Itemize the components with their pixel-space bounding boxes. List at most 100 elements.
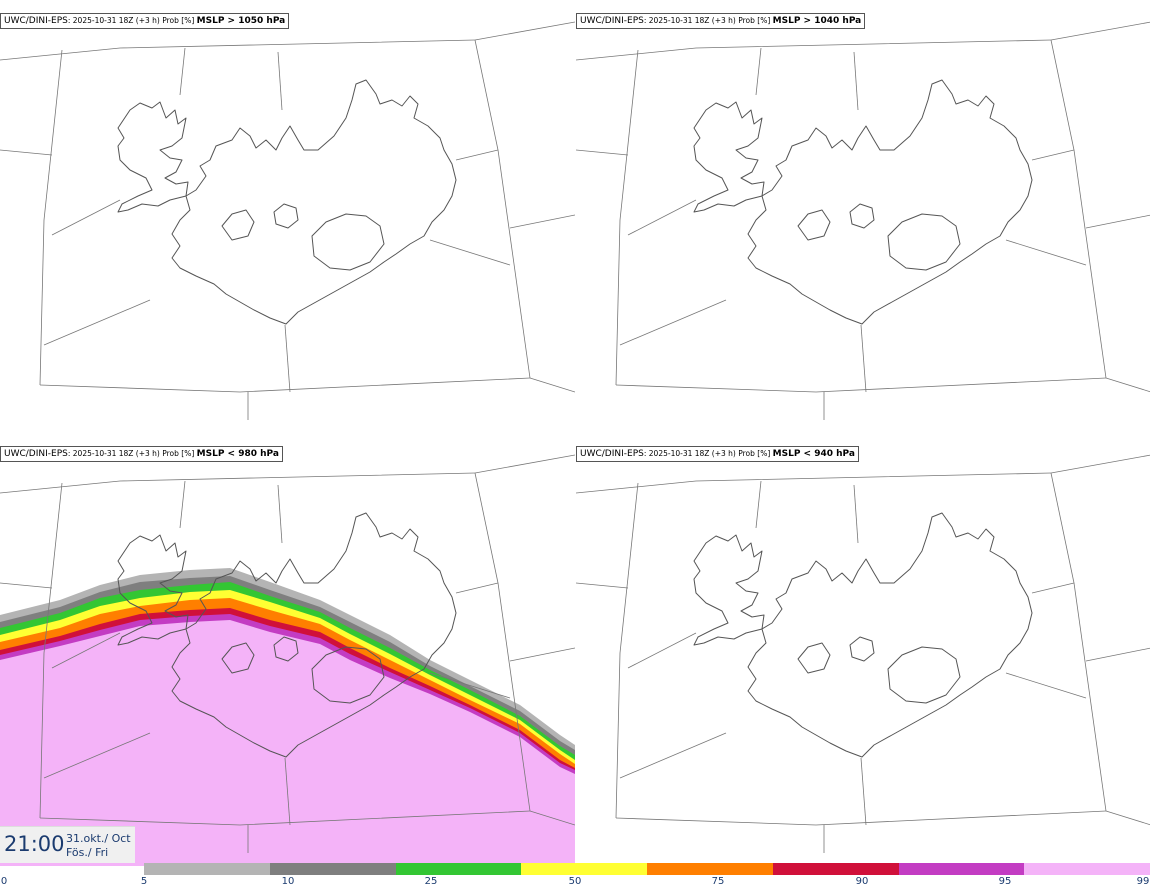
colorbar-tick-label: 25 — [424, 876, 438, 887]
graticule-line — [853, 51, 859, 111]
graticule-line — [0, 39, 476, 61]
panel-title: UWC/DINI-EPS: 2025-10-31 18Z (+3 h) Prob… — [576, 446, 859, 462]
graticule-line — [429, 239, 511, 266]
colorbar-segment — [269, 863, 396, 875]
graticule-line — [455, 582, 499, 594]
graticule-line — [576, 582, 629, 589]
graticule-line — [0, 582, 53, 589]
graticule-line — [39, 49, 63, 386]
graticule-line — [529, 810, 575, 826]
graticule-line — [43, 732, 151, 779]
graticule-line — [39, 482, 63, 819]
graticule-line — [576, 472, 1052, 494]
graticule-line — [860, 324, 867, 393]
graticule-line — [1050, 454, 1150, 474]
graticule-line — [0, 149, 53, 156]
graticule-line — [619, 299, 727, 346]
graticule-line — [853, 484, 859, 544]
glacier-outline — [797, 642, 831, 674]
glacier-outline — [311, 646, 385, 704]
colorbar-segment — [772, 863, 899, 875]
graticule-line — [1050, 472, 1107, 812]
colorbar-tick-label: 75 — [711, 876, 725, 887]
glacier-outline — [887, 213, 961, 271]
graticule-line — [615, 377, 1107, 393]
map-panel-mslp-gt-1040: UWC/DINI-EPS: 2025-10-31 18Z (+3 h) Prob… — [576, 0, 1150, 433]
graticule-line — [179, 47, 186, 96]
valid-time-box: 21:00 31.okt./ Oct Fös./ Fri — [0, 826, 135, 863]
graticule-line — [51, 632, 121, 669]
map-svg — [0, 454, 575, 866]
graticule-line — [509, 214, 575, 229]
graticule-line — [615, 810, 1107, 826]
glacier-outline — [273, 636, 299, 662]
graticule-line — [615, 482, 639, 819]
probability-colorbar — [144, 863, 1150, 875]
graticule-line — [755, 480, 762, 529]
map-layer — [0, 454, 575, 866]
valid-date-line2: Fös./ Fri — [66, 846, 109, 859]
graticule-line — [474, 454, 575, 474]
map-layer — [0, 21, 575, 420]
graticule-line — [277, 484, 283, 544]
graticule-line — [860, 757, 867, 826]
graticule-line — [474, 21, 575, 41]
iceland-coastline — [117, 79, 457, 325]
graticule-line — [1105, 377, 1150, 393]
graticule-line — [1005, 672, 1087, 699]
graticule-line — [1031, 582, 1075, 594]
map-svg — [576, 454, 1150, 853]
probability-band-7 — [0, 620, 575, 866]
glacier-outline — [221, 642, 255, 674]
glacier-outline — [887, 646, 961, 704]
glacier-outline — [797, 209, 831, 241]
graticule-line — [51, 199, 121, 236]
map-svg — [0, 21, 575, 420]
glacier-outline — [849, 203, 875, 229]
graticule-line — [43, 299, 151, 346]
graticule-line — [509, 647, 575, 662]
graticule-line — [0, 472, 476, 494]
graticule-line — [429, 672, 511, 699]
colorbar-segment — [898, 863, 1025, 875]
colorbar-tick-label: 5 — [140, 876, 148, 887]
graticule-line — [284, 757, 291, 826]
graticule-line — [455, 149, 499, 161]
iceland-coastline — [693, 512, 1033, 758]
colorbar-segment — [521, 863, 647, 875]
iceland-coastline — [693, 79, 1033, 325]
graticule-line — [755, 47, 762, 96]
iceland-coastline — [117, 512, 457, 758]
graticule-line — [529, 377, 575, 393]
graticule-line — [1105, 810, 1150, 826]
valid-date-line1: 31.okt./ Oct — [66, 832, 131, 845]
colorbar-tick-label: 10 — [281, 876, 295, 887]
graticule-line — [615, 49, 639, 386]
graticule-line — [576, 149, 629, 156]
graticule-line — [1050, 21, 1150, 41]
graticule-line — [1085, 647, 1150, 662]
map-svg — [576, 21, 1150, 420]
colorbar-segment — [395, 863, 522, 875]
colorbar-tick-label: 90 — [855, 876, 869, 887]
panel-title: UWC/DINI-EPS: 2025-10-31 18Z (+3 h) Prob… — [576, 13, 866, 29]
graticule-line — [277, 51, 283, 111]
graticule-line — [39, 377, 531, 393]
graticule-line — [1050, 39, 1107, 379]
panel-title: UWC/DINI-EPS: 2025-10-31 18Z (+3 h) Prob… — [0, 446, 283, 462]
graticule-line — [39, 810, 531, 826]
graticule-line — [1085, 214, 1150, 229]
panel-title: UWC/DINI-EPS: 2025-10-31 18Z (+3 h) Prob… — [0, 13, 290, 29]
map-panel-mslp-lt-980: UWC/DINI-EPS: 2025-10-31 18Z (+3 h) Prob… — [0, 433, 575, 866]
graticule-line — [179, 480, 186, 529]
glacier-outline — [221, 209, 255, 241]
map-layer — [576, 21, 1150, 420]
graticule-line — [627, 632, 697, 669]
valid-time-clock: 21:00 — [4, 832, 65, 856]
colorbar-tick-label: 95 — [998, 876, 1012, 887]
graticule-line — [284, 324, 291, 393]
glacier-outline — [273, 203, 299, 229]
graticule-line — [1031, 149, 1075, 161]
graticule-line — [619, 732, 727, 779]
colorbar-tick-label: 0 — [0, 876, 8, 887]
